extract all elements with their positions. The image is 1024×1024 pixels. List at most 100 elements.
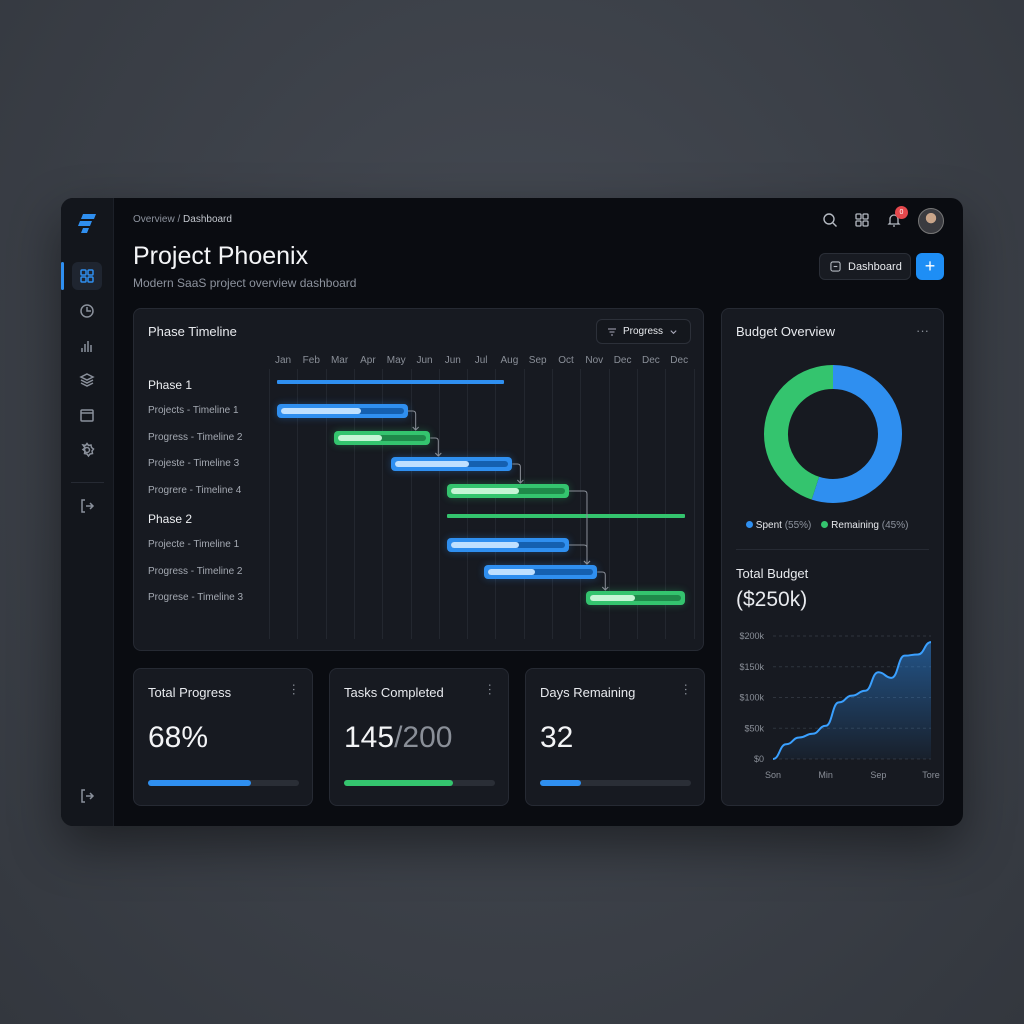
progress-filter-dropdown[interactable]: Progress	[596, 319, 691, 344]
legend-remaining: Remaining (45%)	[821, 520, 908, 531]
sidebar-logout-button[interactable]	[72, 782, 102, 810]
bar-chart-icon	[81, 341, 92, 352]
month-label: Feb	[302, 355, 320, 366]
gantt-chart: Jan Feb Mar Apr May Jun Jun Jul Aug Sep Oct Nov Dec D…	[134, 309, 705, 652]
dependency-arrows	[407, 410, 609, 591]
stat-title: Days Remaining	[540, 685, 636, 700]
grid-line	[693, 369, 695, 639]
dependency-arrow	[512, 463, 524, 484]
sidebar-item-time[interactable]	[72, 297, 102, 325]
task-row-label: Projeste - Timeline 3	[148, 458, 240, 469]
stat-title: Tasks Completed	[344, 685, 444, 700]
phase-timeline-card: Phase Timeline Progress Jan Feb Mar Apr May J…	[133, 308, 704, 651]
app-window: Overview / Dashboard Project Phoenix Mod…	[61, 198, 963, 826]
grid-line	[495, 369, 497, 639]
grid-line	[636, 369, 638, 639]
clock-icon	[80, 304, 94, 318]
task-bar[interactable]	[447, 484, 569, 498]
breadcrumb: Overview / Dashboard	[133, 214, 232, 225]
budget-title: Budget Overview	[736, 324, 835, 339]
gear-icon	[81, 442, 95, 458]
grid-line	[269, 369, 270, 639]
task-row-label: Progrese - Timeline 3	[148, 592, 244, 603]
month-label: Dec	[613, 355, 632, 366]
total-budget-label: Total Budget	[736, 566, 809, 581]
y-tick-label: $50k	[744, 723, 764, 733]
y-tick-label: $200k	[739, 631, 764, 641]
area-fill	[773, 642, 931, 759]
x-tick-label: Sep	[870, 770, 886, 780]
stat-value: 68%	[148, 721, 208, 755]
task-row-label: Projecte - Timeline 1	[148, 539, 240, 550]
spent-dot	[746, 521, 753, 528]
dashboard-button[interactable]: Dashboard	[819, 253, 911, 280]
more-options-icon[interactable]: ···	[916, 323, 929, 338]
budget-donut-chart	[764, 365, 902, 503]
task-progress-fill	[488, 569, 536, 575]
logout-icon	[81, 789, 95, 803]
sidebar-item-layers[interactable]	[72, 366, 102, 394]
grid-line	[665, 369, 667, 639]
donut-slice-spent	[811, 365, 902, 503]
legend-spent-label: Spent	[755, 520, 782, 531]
apps-icon[interactable]	[854, 212, 870, 228]
task-row-label: Progrere - Timeline 4	[148, 485, 242, 496]
sidebar	[61, 198, 114, 826]
layers-icon	[79, 373, 95, 387]
notification-badge: 0	[895, 206, 908, 219]
sidebar-item-analytics[interactable]	[72, 332, 102, 360]
task-bar[interactable]	[334, 431, 431, 445]
stat-card: Tasks Completed ··· 145/200	[329, 668, 509, 806]
month-label: Nov	[585, 355, 604, 366]
dependency-arrow	[407, 410, 420, 431]
task-bar[interactable]	[447, 538, 569, 552]
phase-summary-bar[interactable]	[447, 514, 685, 518]
stat-progress-fill	[148, 780, 251, 786]
breadcrumb-overview[interactable]: Overview	[133, 214, 175, 225]
sidebar-item-dashboard[interactable]	[72, 262, 102, 290]
sidebar-divider	[71, 482, 104, 483]
month-label: Mar	[330, 355, 349, 366]
page-subtitle: Modern SaaS project overview dashboard	[133, 276, 357, 290]
grid-line	[297, 369, 299, 639]
grid-line	[325, 369, 327, 639]
legend-spent-pct: (55%)	[784, 520, 812, 531]
task-row-label: Progress - Timeline 2	[148, 566, 243, 577]
sidebar-item-calendar[interactable]	[72, 401, 102, 429]
kebab-menu-icon[interactable]: ···	[483, 683, 498, 696]
filter-icon	[608, 327, 616, 336]
add-button[interactable]: +	[916, 253, 944, 280]
dependency-arrow	[597, 571, 609, 591]
legend-remaining-pct: (45%)	[881, 520, 909, 531]
month-label: Jun	[444, 355, 461, 366]
legend-spent: Spent (55%)	[746, 520, 811, 531]
stat-value: 32	[540, 721, 573, 755]
sidebar-item-settings[interactable]	[72, 436, 102, 464]
dashboard-button-label: Dashboard	[848, 260, 902, 273]
task-bar[interactable]	[484, 565, 598, 579]
stat-value-main: 145	[344, 721, 395, 754]
task-bar[interactable]	[585, 591, 685, 605]
search-icon[interactable]	[822, 212, 838, 228]
task-bar[interactable]	[390, 457, 513, 471]
task-progress-fill	[281, 408, 361, 414]
phase-row-label: Phase 1	[148, 378, 193, 392]
stat-value-main: 32	[540, 721, 574, 754]
donut-slice-remaining	[764, 365, 834, 500]
breadcrumb-dashboard[interactable]: Dashboard	[183, 214, 232, 225]
month-label: Dec	[641, 355, 660, 366]
kebab-menu-icon[interactable]: ···	[287, 683, 302, 696]
y-tick-label: $0	[754, 754, 764, 764]
stat-value-main: 68%	[148, 721, 209, 754]
dependency-arrow	[568, 544, 591, 565]
kebab-menu-icon[interactable]: ···	[679, 683, 694, 696]
phase-summary-bar[interactable]	[277, 380, 504, 384]
chevron-down-icon	[670, 330, 677, 335]
task-bar[interactable]	[277, 404, 408, 418]
sidebar-item-exit[interactable]	[72, 492, 102, 520]
task-progress-fill	[394, 461, 469, 467]
avatar[interactable]	[918, 208, 944, 234]
stat-value: 145/200	[344, 721, 452, 755]
stat-title: Total Progress	[148, 685, 232, 700]
